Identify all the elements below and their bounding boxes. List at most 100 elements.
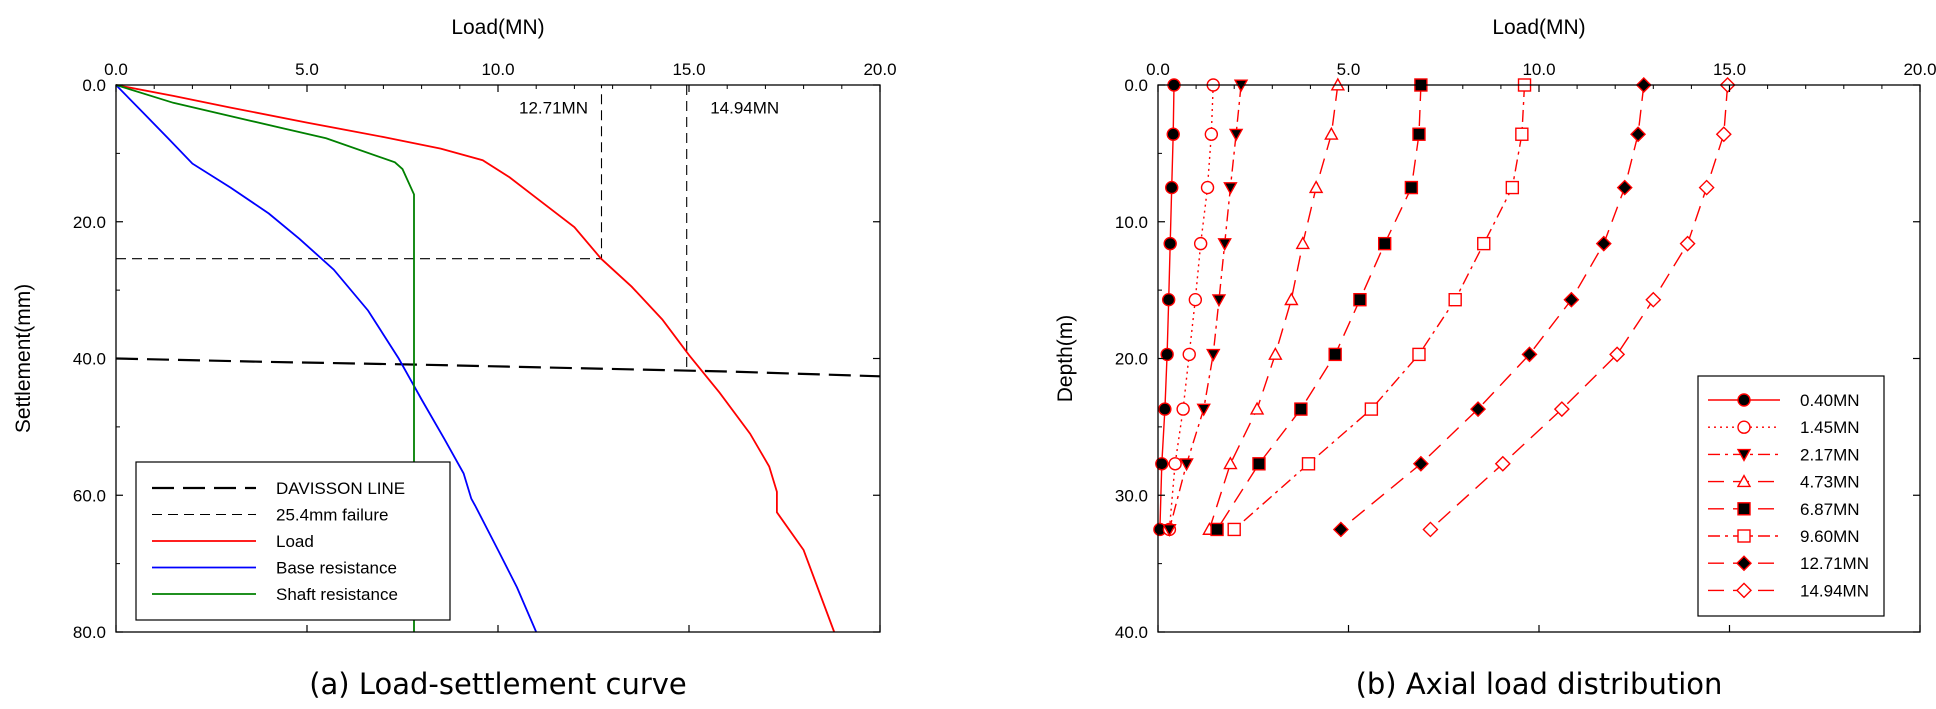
- legend-label: 4.73MN: [1800, 473, 1860, 492]
- data-point: [1328, 347, 1342, 362]
- data-point: [1736, 582, 1752, 599]
- data-point: [1193, 236, 1208, 251]
- series-line: [1429, 84, 1729, 530]
- y-tick-label: 80.0: [73, 623, 106, 642]
- data-point: [1295, 236, 1310, 250]
- y-tick-label: 60.0: [73, 486, 106, 505]
- data-point: [1377, 236, 1392, 251]
- data-point: [1515, 127, 1529, 141]
- legend-label: 0.40MN: [1800, 391, 1860, 410]
- series-line: [1168, 84, 1214, 530]
- series-line: [115, 84, 836, 633]
- x-axis-ticks: 0.0 5.0 10.0 15.0 20.0: [1146, 60, 1936, 632]
- data-point: [1404, 180, 1419, 195]
- data-point: [1249, 401, 1265, 415]
- data-point: [1217, 238, 1232, 252]
- x-tick-label: 0.0: [104, 60, 128, 79]
- data-point: [1595, 235, 1612, 252]
- series-line: [1208, 84, 1339, 530]
- data-point: [1477, 236, 1491, 251]
- data-point: [1563, 291, 1580, 308]
- legend-label: Base resistance: [276, 559, 397, 578]
- data-point: [1223, 182, 1238, 196]
- y-tick-label: 10.0: [1115, 213, 1148, 232]
- legend: DAVISSON LINE 25.4mm failure Load Base resi…: [135, 461, 451, 621]
- data-point: [1553, 401, 1570, 418]
- legend-label: 12.71MN: [1800, 554, 1869, 573]
- legend-label: Shaft resistance: [276, 585, 398, 604]
- data-point: [1160, 347, 1174, 362]
- data-point: [1505, 180, 1520, 195]
- y-axis-label: Settlement(mm): [12, 284, 35, 433]
- series-line: [1233, 84, 1526, 530]
- x-axis-ticks: 0.0 5.0 10.0 15.0 20.0: [104, 60, 897, 632]
- data-point: [1228, 128, 1244, 142]
- data-point: [1715, 126, 1732, 143]
- data-point: [1736, 448, 1752, 462]
- data-point: [1161, 292, 1176, 307]
- series-line: [115, 357, 881, 378]
- data-point: [1521, 346, 1538, 363]
- data-point: [1412, 455, 1429, 472]
- data-point: [1188, 292, 1203, 307]
- data-point: [1679, 235, 1696, 252]
- series-lines: [1153, 77, 1736, 538]
- data-point: [1324, 126, 1339, 140]
- data-point: [1179, 458, 1194, 472]
- series-lines: [115, 84, 881, 633]
- data-point: [1616, 179, 1633, 196]
- x-tick-label: 10.0: [481, 60, 514, 79]
- data-point: [1737, 502, 1751, 516]
- data-point: [1494, 455, 1511, 472]
- y-tick-label: 20.0: [1115, 350, 1148, 369]
- data-point: [1162, 523, 1177, 537]
- data-point: [1422, 521, 1439, 538]
- series-line: [115, 84, 538, 633]
- x-tick-label: 0.0: [1146, 60, 1170, 79]
- data-point: [1301, 457, 1316, 471]
- data-point: [1308, 180, 1324, 194]
- series-line: [1340, 84, 1645, 530]
- data-point: [1155, 457, 1169, 471]
- panel-caption: (b) Axial load distribution: [1356, 667, 1723, 701]
- data-point: [1645, 291, 1662, 308]
- x-axis-label: Load(MN): [451, 16, 544, 39]
- y-axis-ticks: 0.0 10.0 20.0 30.0 40.0: [1115, 76, 1920, 642]
- data-point: [1470, 401, 1487, 418]
- x-tick-label: 20.0: [863, 60, 896, 79]
- axial-load-panel: 0.0 5.0 10.0 15.0 20.0 0.0 10.0 20.0 30.0 40.0 L…: [1054, 16, 1936, 701]
- legend-label: 6.87MN: [1800, 500, 1860, 519]
- legend-label: 9.60MN: [1800, 527, 1860, 546]
- data-point: [1182, 347, 1196, 362]
- annotation-label: 14.94MN: [710, 99, 779, 118]
- y-tick-label: 40.0: [73, 350, 106, 369]
- annotation-label: 12.71MN: [519, 99, 588, 118]
- data-point: [1630, 126, 1647, 143]
- x-tick-label: 5.0: [1337, 60, 1361, 79]
- data-point: [1165, 180, 1179, 195]
- legend-label: Load: [276, 532, 314, 551]
- y-tick-label: 0.0: [1124, 76, 1148, 95]
- load-settlement-panel: 0.0 5.0 10.0 15.0 20.0 0.0 20.0 40.0 60.0 80.0 L…: [12, 16, 897, 701]
- legend-label: 25.4mm failure: [276, 506, 388, 525]
- legend-label: 14.94MN: [1800, 581, 1869, 600]
- data-point: [1252, 457, 1266, 471]
- data-point: [1353, 292, 1367, 307]
- x-axis-label: Load(MN): [1492, 16, 1585, 39]
- data-point: [1196, 403, 1211, 417]
- data-point: [1223, 456, 1238, 470]
- x-tick-label: 5.0: [295, 60, 319, 79]
- data-point: [1294, 402, 1308, 416]
- data-point: [1204, 127, 1219, 141]
- data-point: [1176, 402, 1190, 416]
- data-point: [1166, 127, 1180, 141]
- data-point: [1448, 292, 1462, 307]
- data-point: [1268, 346, 1283, 360]
- data-point: [1736, 555, 1752, 572]
- y-tick-label: 30.0: [1115, 486, 1148, 505]
- legend-label: 2.17MN: [1800, 445, 1860, 464]
- legend-box: [1697, 375, 1885, 617]
- data-point: [1284, 292, 1299, 306]
- data-point: [1698, 179, 1715, 196]
